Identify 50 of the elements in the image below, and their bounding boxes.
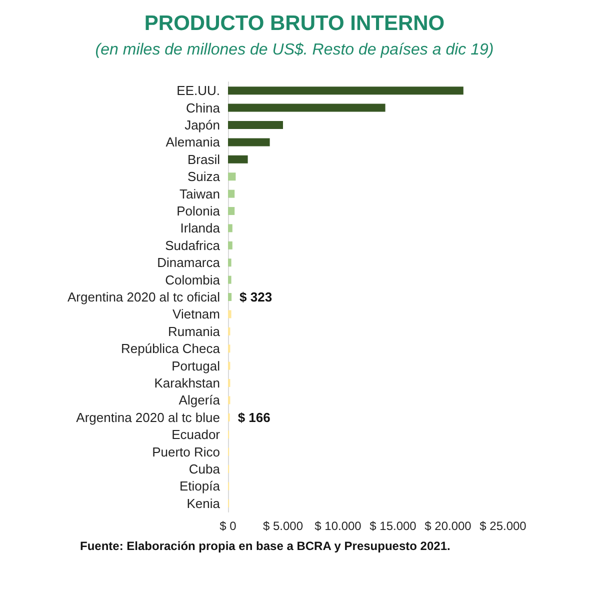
bar: [228, 104, 386, 112]
y-tick-label: Polonia: [176, 204, 221, 218]
bar: [228, 155, 248, 164]
y-tick-label: China: [186, 100, 221, 116]
bar: [228, 241, 232, 250]
y-tick-label: Etiopía: [180, 478, 221, 494]
y-tick-label: Irlanda: [180, 220, 221, 236]
y-tick-label: EE.UU.: [176, 83, 220, 98]
y-tick-label: Colombia: [165, 272, 221, 288]
y-tick-label: Puerto Rico: [152, 444, 220, 460]
x-tick-label: $ 20.000: [424, 519, 472, 533]
y-tick-label: Brasil: [187, 152, 220, 167]
y-tick-label: Portugal: [172, 358, 220, 374]
x-tick-label: $ 10.000: [314, 519, 362, 533]
bar: [228, 86, 464, 95]
bar: [228, 207, 235, 215]
data-label: $ 323: [240, 290, 272, 304]
bar: [228, 224, 232, 232]
bar: [228, 293, 232, 301]
data-label: $ 166: [238, 410, 270, 425]
y-tick-label: Argentina 2020 al tc oficial: [68, 290, 220, 304]
y-tick-label: Vietnam: [172, 306, 220, 322]
y-tick-label: Taiwan: [180, 186, 220, 202]
bar: [228, 172, 236, 181]
x-tick-label: $ 5.000: [262, 519, 304, 533]
y-tick-label: Dinamarca: [157, 255, 221, 270]
chart-subtitle: (en miles de millones de US$. Resto de países a dic 19): [95, 42, 494, 58]
x-tick-label: $ 15.000: [370, 519, 417, 533]
y-tick-label: Suiza: [187, 169, 221, 184]
chart-title: PRODUCTO BRUTO INTERNO: [144, 12, 445, 35]
bar: [228, 310, 232, 318]
y-tick-label: Sudafrica: [165, 238, 221, 253]
bar: [228, 276, 232, 284]
x-tick-label: $ 25.000: [480, 519, 527, 533]
bar: [228, 121, 283, 129]
bar: [228, 138, 270, 146]
y-tick-label: Algería: [178, 392, 221, 408]
x-tick-label: $ 0: [220, 519, 237, 533]
y-tick-label: Cuba: [188, 462, 221, 476]
y-tick-label: Japón: [184, 118, 220, 132]
y-tick-label: República Checa: [120, 341, 221, 356]
bar: [228, 258, 232, 267]
bar: [228, 190, 235, 198]
y-tick-label: Ecuador: [172, 427, 221, 442]
y-tick-label: Argentina 2020 al tc blue: [76, 410, 220, 425]
y-tick-label: Rumania: [168, 324, 221, 339]
y-tick-label: Karakhstan: [154, 376, 220, 390]
y-tick-label: Kenia: [186, 496, 221, 511]
y-tick-label: Alemania: [166, 134, 221, 150]
source-note: Fuente: Elaboración propia en base a BCRA y Presupuesto 2021.: [80, 539, 450, 553]
